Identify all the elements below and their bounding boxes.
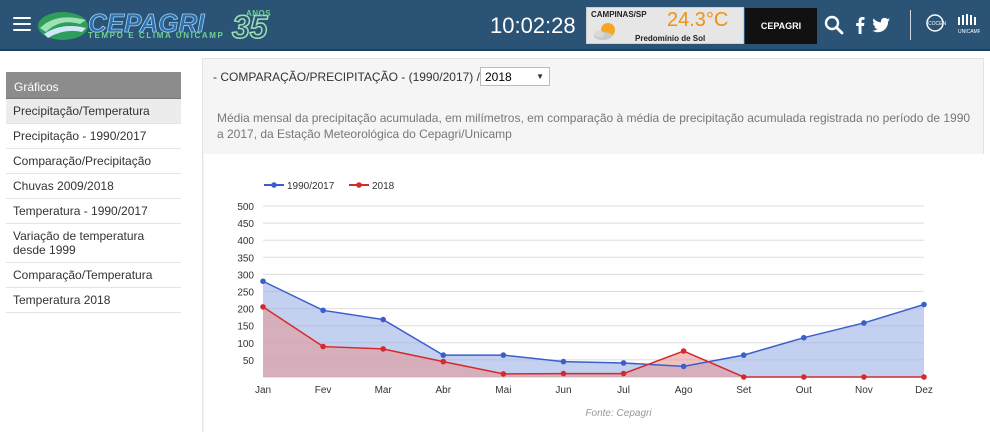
twitter-icon[interactable] — [870, 14, 892, 36]
series-area-0 — [263, 281, 924, 377]
data-point — [260, 278, 266, 285]
data-point — [440, 352, 447, 358]
weather-condition: Predomínio de Sol — [635, 34, 706, 43]
data-point — [440, 358, 447, 365]
data-point — [921, 301, 927, 308]
header-divider — [910, 10, 911, 40]
y-tick-label: 400 — [237, 236, 254, 247]
precipitation-chart: 50 100 150 200 250 300 350 400 450 500 Jan Fev Mar Ab… — [237, 181, 933, 419]
x-tick-label: Nov — [855, 385, 873, 396]
x-tick-label: Mar — [375, 385, 393, 396]
x-tick-label: Ago — [675, 385, 693, 396]
y-tick-label: 200 — [237, 305, 254, 316]
cepagri-button[interactable]: CEPAGRI — [745, 8, 817, 44]
data-point — [380, 346, 386, 352]
data-point — [740, 352, 747, 358]
y-tick-label: 150 — [237, 322, 254, 333]
x-tick-label: Mai — [495, 385, 511, 396]
data-point — [861, 374, 867, 380]
sidebar-item-comparacao-temperatura[interactable]: Comparação/Temperatura — [6, 263, 181, 288]
x-tick-label: Jul — [617, 385, 630, 396]
data-point — [620, 360, 627, 366]
x-tick-label: Abr — [435, 385, 451, 396]
main-panel: - COMPARAÇÃO/PRECIPITAÇÃO - (1990/2017) … — [202, 58, 984, 432]
data-point — [320, 343, 326, 350]
x-tick-label: Jan — [255, 385, 271, 396]
x-tick-label: Out — [796, 385, 812, 396]
data-point — [560, 370, 567, 377]
sun-cloud-icon — [594, 23, 615, 40]
legend-label: 1990/2017 — [287, 181, 335, 192]
series-area-1 — [263, 306, 924, 377]
x-tick-label: Jun — [555, 385, 571, 396]
year-select[interactable]: 2018 ▼ — [480, 67, 550, 86]
series-line-0 — [262, 280, 925, 368]
data-point — [861, 320, 867, 326]
data-point — [380, 316, 386, 323]
logo-number: 35 — [232, 9, 269, 45]
cepagri-logo[interactable]: CEPAGRI 35 — [36, 6, 276, 46]
weather-temperature: 24.3°C — [667, 9, 729, 31]
y-tick-label: 450 — [237, 219, 254, 230]
clock: 10:02:28 — [490, 13, 576, 38]
logo-tagline: TEMPO E CLIMA UNICAMP — [88, 31, 225, 40]
data-point — [680, 348, 687, 354]
chart-description: Média mensal da precipitação acumulada, … — [217, 111, 971, 141]
weather-widget[interactable]: CAMPINAS/SP 24.3°C Predomínio de Sol — [586, 7, 744, 44]
svg-text:COCEN: COCEN — [928, 21, 946, 27]
hamburger-menu-icon[interactable] — [13, 17, 31, 31]
unicamp-logos[interactable]: COCEN UNICAMP — [922, 11, 980, 39]
sidebar-item-precipitacao-temperatura[interactable]: Precipitação/Temperatura — [6, 99, 181, 124]
y-tick-label: 300 — [237, 270, 254, 281]
logo-anos: ANOS — [246, 9, 272, 18]
sidebar-item-temperatura-1990-2017[interactable]: Temperatura - 1990/2017 — [6, 199, 181, 224]
facebook-icon[interactable] — [849, 14, 871, 36]
search-icon[interactable] — [823, 14, 845, 36]
y-tick-label: 350 — [237, 253, 254, 264]
legend-label: 2018 — [372, 181, 395, 192]
dropdown-arrow-icon: ▼ — [536, 72, 544, 81]
weather-city: CAMPINAS/SP — [591, 10, 647, 19]
logo-text: CEPAGRI — [88, 8, 205, 38]
svg-text:UNICAMP: UNICAMP — [958, 29, 980, 35]
data-point — [500, 371, 507, 377]
data-point — [500, 352, 507, 358]
sidebar: Gráficos Precipitação/Temperatura Precip… — [6, 72, 181, 313]
x-tick-label: Fev — [315, 385, 332, 396]
data-point — [560, 358, 567, 365]
chart-source: Fonte: Cepagri — [585, 408, 652, 419]
y-tick-label: 100 — [237, 339, 254, 350]
sidebar-item-chuvas-2009-2018[interactable]: Chuvas 2009/2018 — [6, 174, 181, 199]
y-tick-label: 250 — [237, 288, 254, 299]
x-tick-label: Dez — [915, 385, 933, 396]
top-bar: CEPAGRI 35 ANOS TEMPO E CLIMA UNICAMP 10… — [0, 0, 990, 51]
data-point — [620, 370, 627, 377]
sidebar-item-temperatura-2018[interactable]: Temperatura 2018 — [6, 288, 181, 313]
sidebar-item-comparacao-precipitacao[interactable]: Comparação/Precipitação — [6, 149, 181, 174]
data-point — [801, 374, 807, 380]
y-tick-label: 50 — [243, 356, 255, 367]
data-point — [320, 307, 326, 314]
data-point — [260, 304, 266, 310]
legend-marker — [271, 182, 277, 188]
sidebar-title: Gráficos — [6, 72, 181, 99]
legend-marker — [356, 182, 362, 188]
sidebar-item-precipitacao-1990-2017[interactable]: Precipitação - 1990/2017 — [6, 124, 181, 149]
x-tick-label: Set — [736, 385, 751, 396]
year-select-value: 2018 — [485, 70, 512, 84]
chart-container: 50 100 150 200 250 300 350 400 450 500 Jan Fev Mar Ab… — [204, 154, 984, 432]
data-point — [801, 334, 807, 341]
data-point — [680, 363, 687, 370]
series-line-1 — [262, 306, 924, 378]
y-tick-label: 500 — [237, 202, 254, 213]
data-point — [740, 374, 747, 380]
page-title: - COMPARAÇÃO/PRECIPITAÇÃO - (1990/2017) … — [213, 70, 480, 84]
data-point — [921, 374, 927, 380]
sidebar-item-variacao-temperatura[interactable]: Variação de temperatura desde 1999 — [6, 224, 181, 263]
